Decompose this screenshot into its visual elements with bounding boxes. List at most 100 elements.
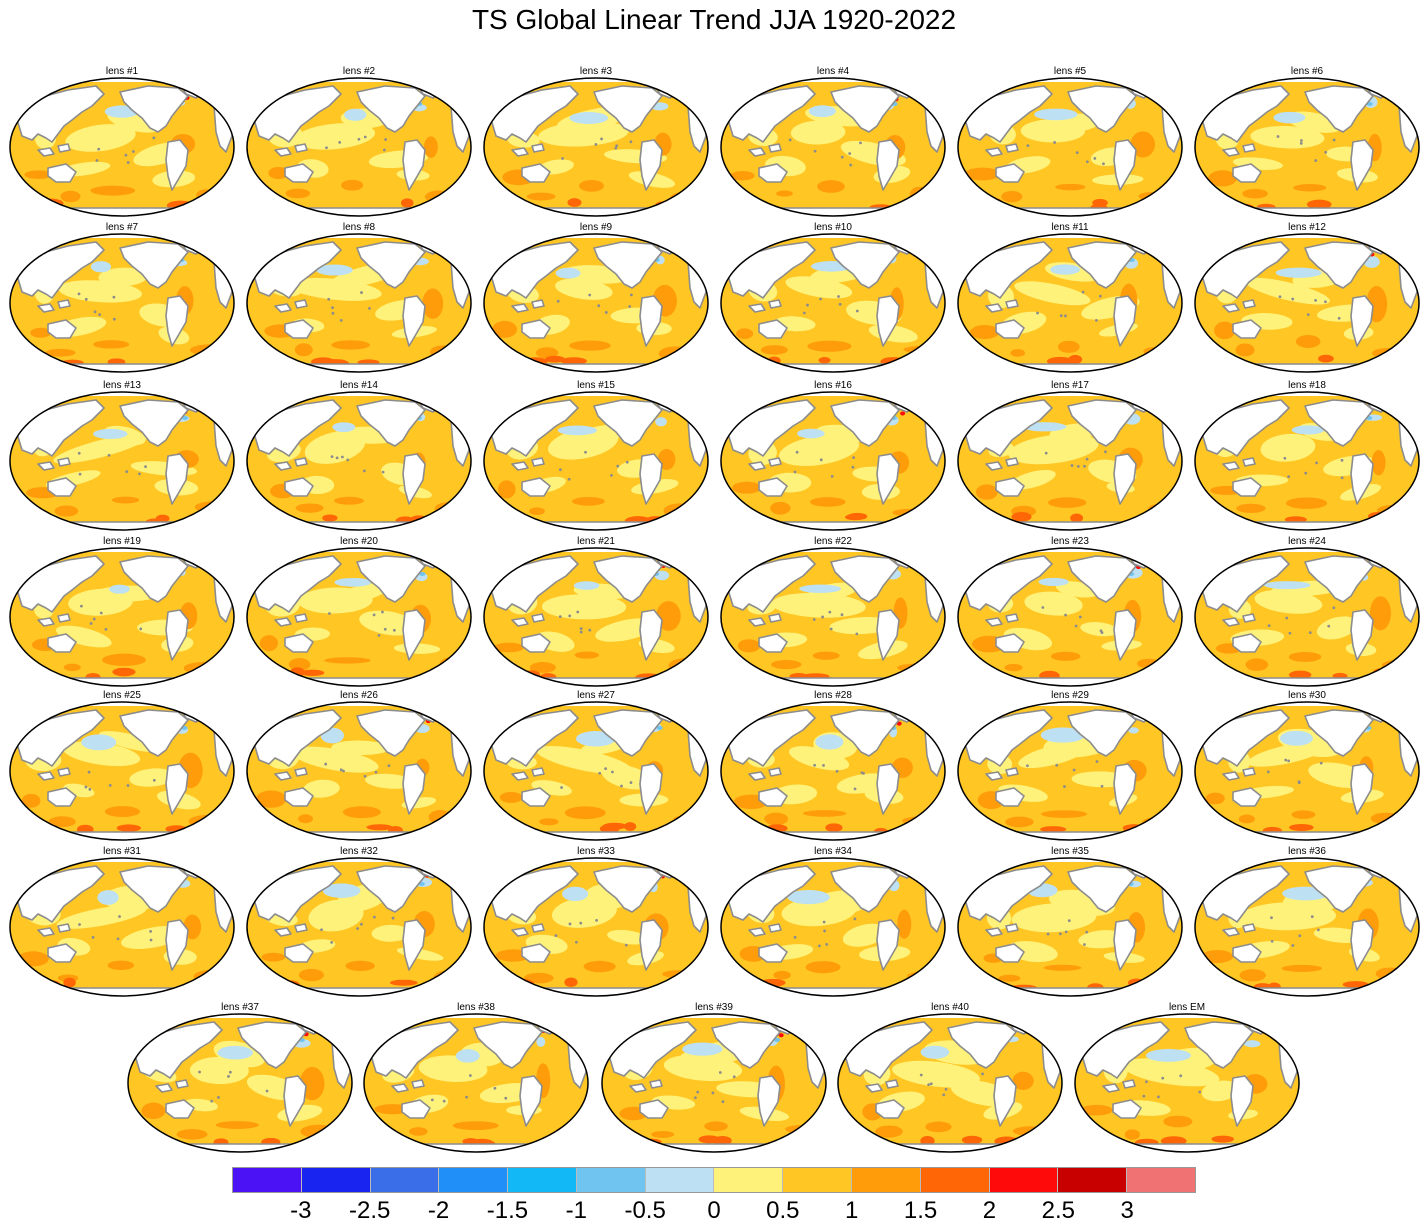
island: [383, 627, 387, 631]
land-mass: [411, 1079, 425, 1089]
land-mass: [593, 85, 663, 133]
trend-contour-high: [569, 340, 611, 351]
land-mass: [119, 241, 189, 289]
panel-label: lens #33: [577, 846, 615, 857]
trend-contour-high: [196, 189, 216, 201]
trend-contour-high: [964, 167, 1001, 181]
land-mass: [1350, 609, 1374, 661]
island: [468, 1074, 472, 1077]
island: [78, 472, 82, 476]
panel-label: lens #4: [816, 66, 850, 77]
trend-contour-high: [141, 1102, 166, 1120]
island: [575, 940, 578, 944]
trend-contour-low: [607, 929, 649, 945]
island: [330, 455, 334, 459]
island: [1055, 763, 1059, 767]
land-mass: [274, 771, 292, 781]
map-projection: [1194, 701, 1420, 841]
island: [860, 771, 864, 775]
trend-contour-negative: [1128, 727, 1139, 734]
trend-contour-high: [342, 806, 381, 819]
island: [1297, 780, 1301, 784]
island: [1314, 159, 1318, 162]
island: [579, 921, 583, 925]
land-mass: [521, 319, 551, 339]
land-mass: [1222, 927, 1240, 937]
trend-contour-high: [499, 791, 523, 803]
land-mass: [402, 139, 426, 191]
trend-contour-high: [60, 190, 81, 203]
trend-contour-high: [104, 806, 141, 817]
trend-contour-hot: [778, 1033, 784, 1038]
map-projection: [601, 1013, 827, 1153]
island: [579, 630, 583, 634]
island: [1157, 1095, 1160, 1099]
trend-contour-high: [285, 188, 311, 199]
island: [1100, 784, 1104, 788]
map-panel: lens #26: [245, 690, 473, 842]
land-mass: [876, 453, 900, 505]
land-mass: [237, 1021, 307, 1069]
trend-contour-low: [1316, 616, 1358, 640]
island: [87, 770, 91, 774]
island: [1053, 141, 1056, 144]
map-projection: [9, 77, 235, 217]
map-panel: lens #33: [482, 846, 710, 998]
island: [859, 141, 862, 145]
trend-contour-high: [805, 961, 841, 974]
island: [112, 295, 116, 299]
trend-contour-low: [1008, 434, 1099, 465]
map-projection: [9, 547, 235, 687]
arctic-land: [1195, 234, 1419, 238]
map-projection: [1194, 233, 1420, 373]
trend-contour-high: [1146, 972, 1170, 984]
map-panel: lens #24: [1193, 536, 1421, 688]
trend-contour-high: [268, 166, 289, 180]
island: [97, 147, 101, 151]
trend-contour-negative: [774, 1038, 781, 1042]
land-mass: [830, 241, 900, 289]
land-mass: [283, 1075, 307, 1127]
map-border: [246, 701, 472, 841]
trend-contour-max: [734, 198, 751, 209]
island: [576, 610, 580, 614]
colorbar-swatch: [439, 1168, 509, 1192]
island: [1044, 451, 1048, 455]
trend-contour-negative: [573, 581, 600, 590]
island: [822, 920, 826, 924]
island: [853, 787, 857, 791]
trend-contour-low: [98, 267, 148, 287]
island: [711, 1091, 715, 1095]
trend-contour-high: [1001, 190, 1023, 203]
trend-contour-high: [341, 179, 364, 191]
trend-contour-high: [21, 793, 41, 808]
island: [579, 627, 583, 630]
land-mass: [985, 927, 1003, 937]
colorbar-swatch: [233, 1168, 302, 1192]
colorbar-tick-label: -2: [427, 1197, 450, 1224]
trend-contour-negative: [92, 428, 128, 440]
island: [828, 610, 832, 614]
land-mass: [1113, 919, 1137, 971]
land-mass: [1222, 303, 1240, 313]
island: [131, 150, 135, 153]
panel-label: lens #34: [814, 846, 852, 857]
land-mass: [1102, 1083, 1120, 1093]
land-mass: [274, 303, 292, 313]
land-mass: [1067, 241, 1137, 289]
island: [852, 456, 856, 460]
island: [198, 1070, 201, 1074]
trend-contour-high: [902, 816, 941, 826]
trend-contour-low: [1201, 1080, 1240, 1102]
island: [331, 306, 334, 310]
map-projection: [246, 857, 472, 997]
island: [732, 1075, 736, 1079]
trend-contour-max: [191, 359, 212, 367]
land-mass: [57, 457, 71, 467]
trend-contour-max: [920, 983, 936, 993]
trend-contour-negative: [575, 730, 616, 747]
land-mass: [119, 555, 189, 603]
island: [812, 618, 816, 621]
land-mass: [37, 461, 55, 471]
trend-contour-high: [770, 501, 791, 515]
